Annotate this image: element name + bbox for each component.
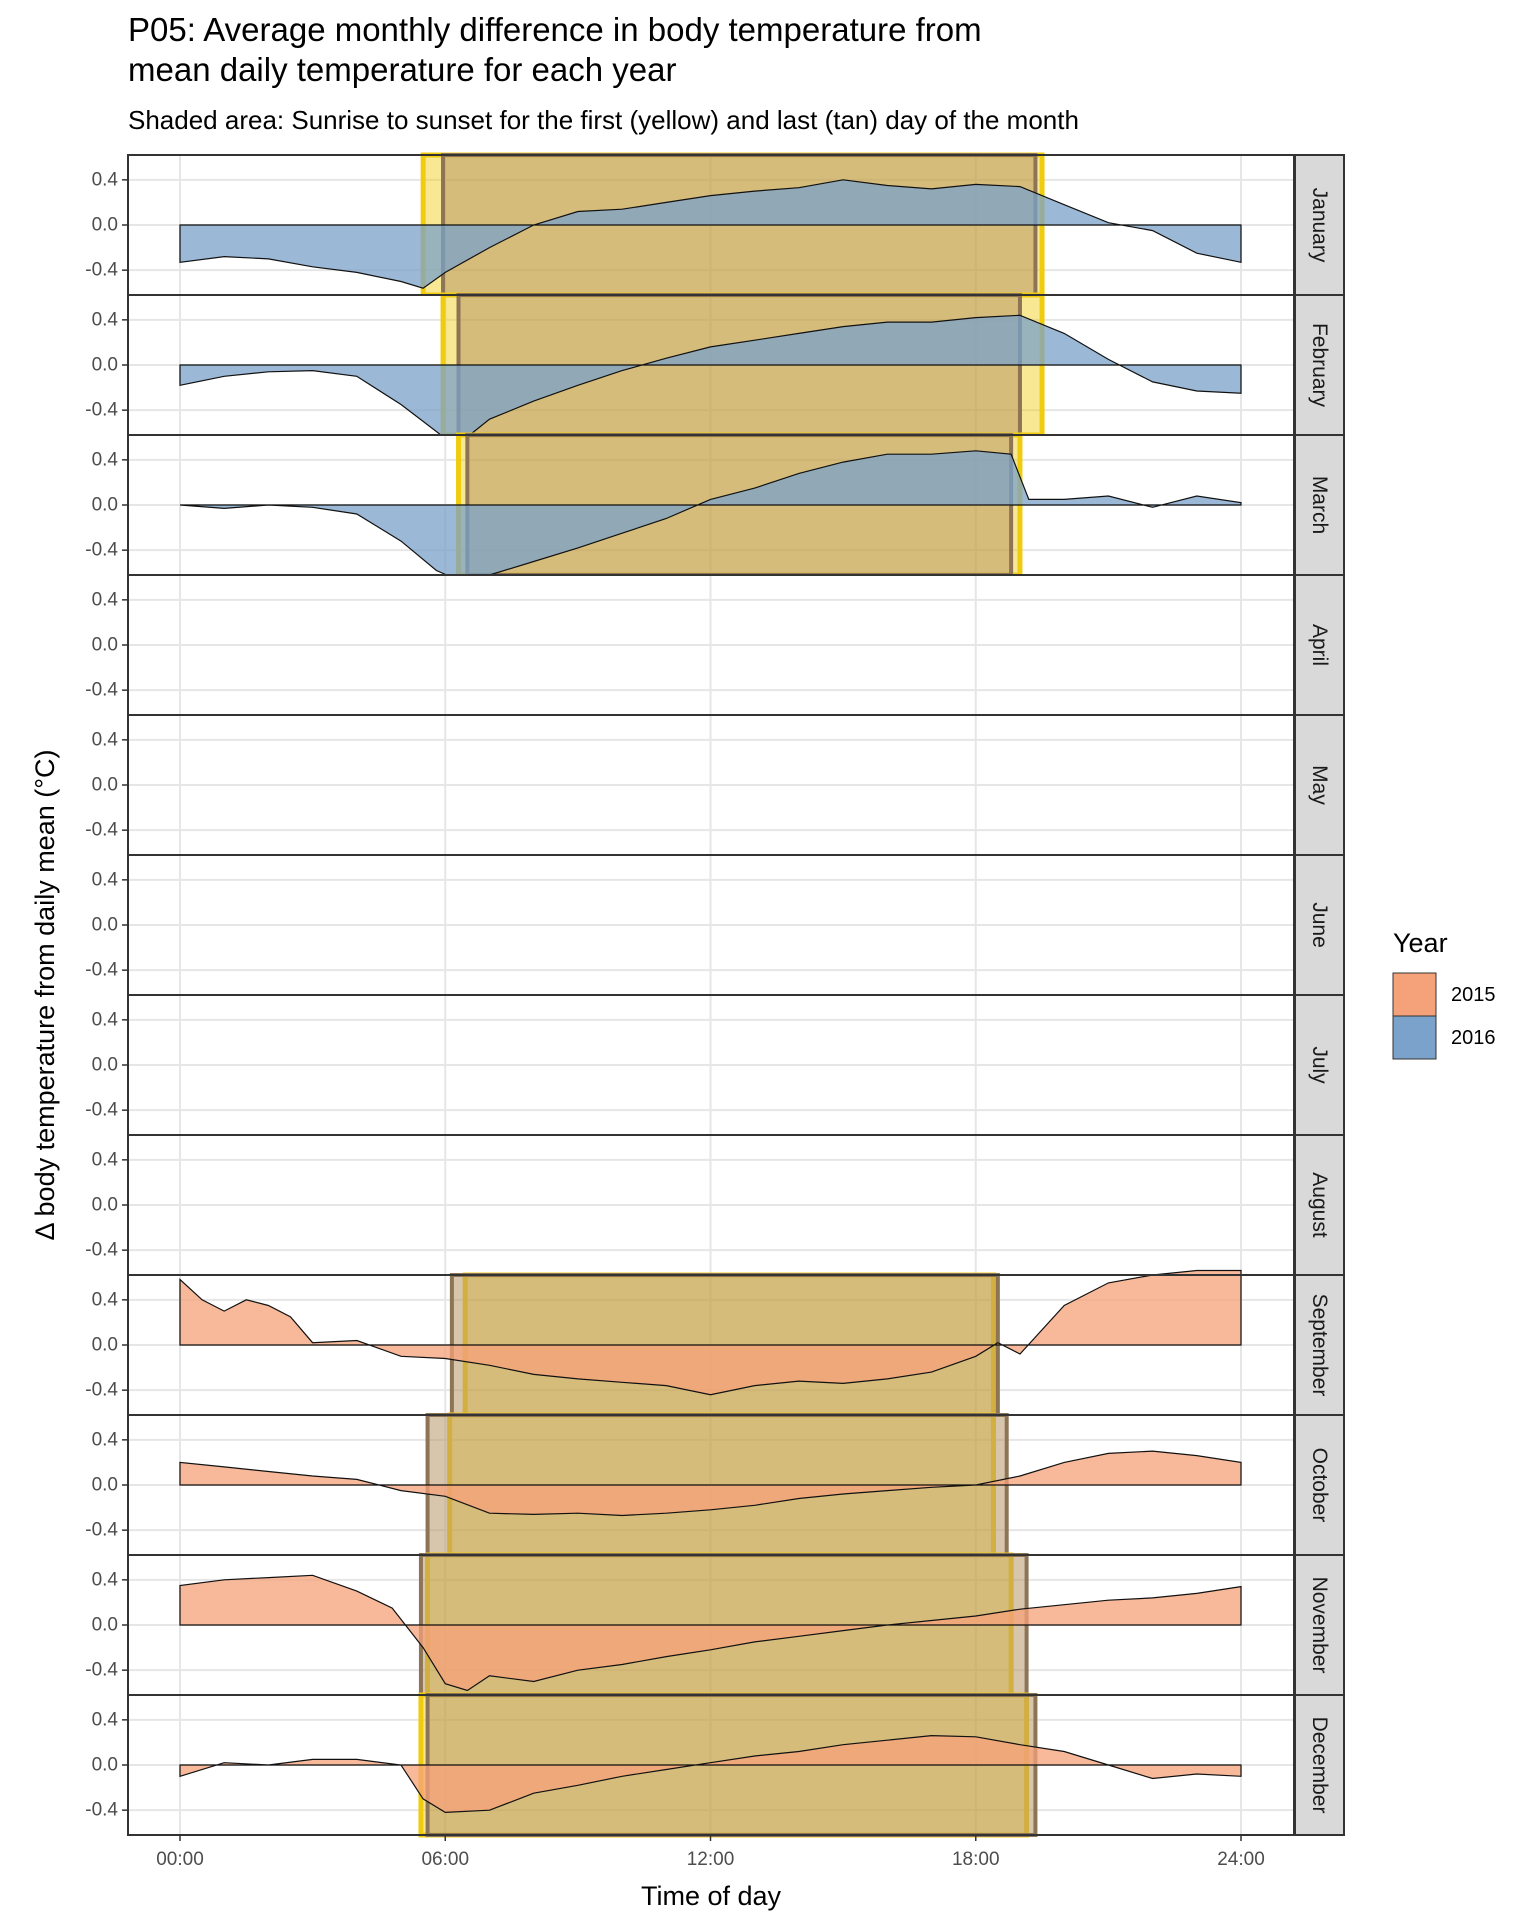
panel-november: November 0.4 0.0 -0.4 — [85, 1552, 1345, 1698]
y-tick-label: 0.4 — [92, 869, 119, 890]
legend-label-2016: 2016 — [1451, 1027, 1496, 1049]
panel-may: May 0.4 0.0 -0.4 — [85, 714, 1345, 856]
y-tick-label: 0.4 — [92, 1289, 119, 1310]
y-tick-label: 0.4 — [92, 1709, 119, 1730]
y-tick-label: 0.4 — [92, 729, 119, 750]
y-tick-label: 0.4 — [92, 1569, 119, 1590]
area-series-2015 — [179, 1450, 1242, 1517]
facet-label-august: August — [1308, 1172, 1331, 1238]
y-tick-label: -0.4 — [85, 540, 118, 561]
y-tick-label: -0.4 — [85, 1240, 118, 1261]
area-series-2015 — [179, 1269, 1242, 1396]
y-tick-label: -0.4 — [85, 680, 118, 701]
x-axis-title: Time of day — [641, 1881, 782, 1911]
panel-april: April 0.4 0.0 -0.4 — [85, 574, 1345, 716]
y-tick-label: 0.0 — [92, 495, 118, 516]
y-tick-label: 0.4 — [92, 1009, 119, 1030]
chart-subtitle: Shaded area: Sunrise to sunset for the f… — [128, 105, 1079, 135]
chart-title: P05: Average monthly difference in body … — [128, 10, 1428, 90]
area-series-2015 — [179, 1734, 1242, 1814]
legend: Year 2015 2016 — [1392, 928, 1496, 1060]
facet-strip — [1294, 154, 1345, 296]
facet-label-may: May — [1308, 765, 1331, 805]
facet-label-october: October — [1308, 1448, 1331, 1523]
y-tick-label: 0.0 — [92, 355, 118, 376]
panel-june: June 0.4 0.0 -0.4 — [85, 854, 1345, 996]
area-series-2016 — [179, 179, 1242, 289]
facet-label-march: March — [1308, 476, 1331, 534]
y-axis-title: Δ body temperature from daily mean (°C) — [30, 749, 60, 1240]
y-tick-label: -0.4 — [85, 260, 118, 281]
legend-title: Year — [1393, 928, 1448, 958]
facet-label-february: February — [1308, 323, 1331, 408]
y-tick-label: -0.4 — [85, 1380, 118, 1401]
y-tick-label: 0.0 — [92, 1335, 118, 1356]
facet-label-june: June — [1308, 902, 1331, 948]
chart-title-line-2: mean daily temperature for each year — [128, 51, 677, 88]
facet-strip — [1294, 1694, 1345, 1836]
panel-september: September 0.4 0.0 -0.4 — [85, 1269, 1345, 1418]
y-tick-label: 0.0 — [92, 915, 118, 936]
y-tick-label: 0.0 — [92, 635, 118, 656]
y-tick-label: 0.4 — [92, 589, 119, 610]
chart-title-line-1: P05: Average monthly difference in body … — [128, 11, 982, 48]
x-tick-label: 06:00 — [421, 1849, 469, 1870]
x-tick-label: 18:00 — [952, 1849, 1000, 1870]
y-tick-label: 0.0 — [92, 1055, 118, 1076]
y-tick-label: -0.4 — [85, 1520, 118, 1541]
y-tick-label: -0.4 — [85, 1800, 118, 1821]
y-tick-label: 0.4 — [92, 1429, 119, 1450]
area-series-2015 — [179, 1574, 1242, 1692]
panel-october: October 0.4 0.0 -0.4 — [85, 1412, 1345, 1558]
x-tick-label: 12:00 — [687, 1849, 735, 1870]
area-series-2016 — [179, 450, 1242, 585]
facet-strip — [1294, 714, 1345, 856]
facet-label-december: December — [1308, 1717, 1331, 1814]
panel-january: January 0.4 0.0 -0.4 — [85, 152, 1345, 298]
y-tick-label: 0.4 — [92, 1149, 119, 1170]
facet-label-july: July — [1308, 1046, 1331, 1084]
y-tick-label: 0.0 — [92, 1755, 118, 1776]
x-tick-label: 24:00 — [1217, 1849, 1265, 1870]
y-tick-label: -0.4 — [85, 1660, 118, 1681]
facet-label-april: April — [1308, 624, 1331, 666]
facet-strip — [1294, 994, 1345, 1136]
y-tick-label: 0.4 — [92, 309, 119, 330]
panel-march: March 0.4 0.0 -0.4 — [85, 432, 1345, 585]
y-tick-label: -0.4 — [85, 820, 118, 841]
y-tick-label: 0.0 — [92, 1195, 118, 1216]
facet-strip — [1294, 1414, 1345, 1556]
y-tick-label: 0.4 — [92, 169, 119, 190]
y-tick-label: 0.0 — [92, 1475, 118, 1496]
facet-label-january: January — [1308, 188, 1331, 263]
area-series-2016 — [179, 314, 1242, 445]
facet-strip — [1294, 574, 1345, 716]
facet-strip — [1294, 434, 1345, 576]
y-tick-label: 0.0 — [92, 775, 118, 796]
legend-swatch-2015 — [1392, 972, 1437, 1017]
panel-july: July 0.4 0.0 -0.4 — [85, 994, 1345, 1136]
panel-december: December 0.4 0.0 -0.4 — [85, 1692, 1345, 1838]
facet-label-september: September — [1308, 1294, 1331, 1397]
legend-label-2015: 2015 — [1451, 984, 1496, 1006]
y-tick-label: 0.0 — [92, 1615, 118, 1636]
y-tick-label: -0.4 — [85, 400, 118, 421]
y-tick-label: 0.0 — [92, 215, 118, 236]
facet-strip — [1294, 1134, 1345, 1276]
facet-strip — [1294, 1554, 1345, 1696]
panel-august: August 0.4 0.0 -0.4 — [85, 1134, 1345, 1276]
facet-label-november: November — [1308, 1577, 1331, 1674]
y-tick-label: 0.4 — [92, 449, 119, 470]
facet-strip — [1294, 1274, 1345, 1416]
y-tick-label: -0.4 — [85, 1100, 118, 1121]
facet-strip — [1294, 854, 1345, 996]
x-tick-label: 00:00 — [156, 1849, 204, 1870]
legend-swatch-2016 — [1392, 1015, 1437, 1060]
facet-strip — [1294, 294, 1345, 436]
y-tick-label: -0.4 — [85, 960, 118, 981]
panel-february: February 0.4 0.0 -0.4 — [85, 292, 1345, 445]
x-axis: 00:00 06:00 12:00 18:00 24:00 — [156, 1835, 1265, 1870]
